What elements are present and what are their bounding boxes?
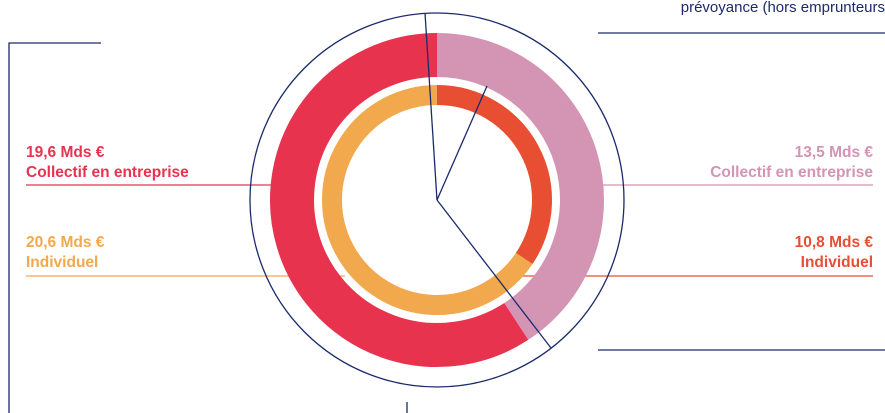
label-left-collectif: 19,6 Mds € Collectif en entreprise <box>26 143 189 183</box>
radial-line-top <box>424 12 438 201</box>
inner-ring-slice-0 <box>322 85 533 315</box>
value-right-individuel: 10,8 Mds € <box>794 234 873 251</box>
outer-circle <box>249 12 625 388</box>
name-left-individuel: Individuel <box>26 254 99 271</box>
inner-ring-slice-1 <box>436 85 552 264</box>
left-bracket-line <box>8 42 101 413</box>
name-right-collectif: Collectif en entreprise <box>710 164 873 181</box>
label-right-individuel: 10,8 Mds € Individuel <box>795 233 873 273</box>
outer-ring-slice-1 <box>436 33 604 340</box>
name-right-individuel: Individuel <box>800 254 873 271</box>
radial-line-bottom <box>436 199 552 349</box>
label-left-individuel: 20,6 Mds € Individuel <box>26 233 104 273</box>
name-left-collectif: Collectif en entreprise <box>26 164 189 181</box>
radial-line-inner <box>436 85 488 201</box>
value-left-collectif: 19,6 Mds € <box>26 144 105 161</box>
outer-ring-slice-0 <box>270 33 529 367</box>
top-note: prévoyance (hors emprunteurs <box>680 0 885 16</box>
value-left-individuel: 20,6 Mds € <box>26 234 105 251</box>
value-right-collectif: 13,5 Mds € <box>794 144 873 161</box>
label-right-collectif: 13,5 Mds € Collectif en entreprise <box>710 143 873 183</box>
donut-rings <box>270 33 604 367</box>
